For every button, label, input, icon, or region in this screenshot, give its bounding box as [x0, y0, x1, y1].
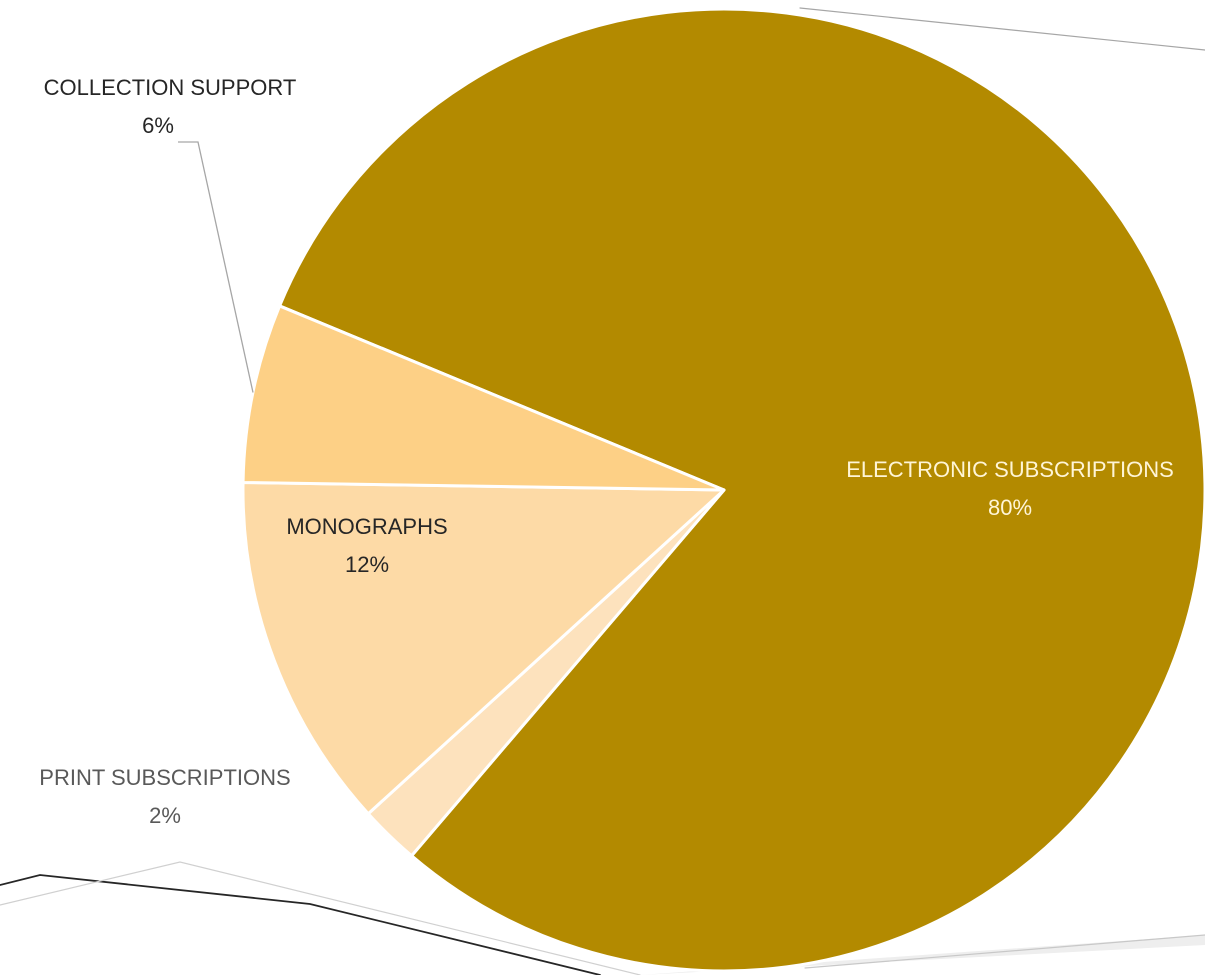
decorative-lines: [0, 7, 1205, 975]
deco-line-top-right: [799, 7, 1205, 51]
leader-line-collection-support: [178, 141, 254, 393]
slice-percent-electronic-subscriptions: 80%: [988, 495, 1032, 520]
pie-slice-monographs: [241, 480, 726, 816]
deco-line-bottom-right: [804, 934, 1205, 969]
pie-slice-electronic-subscriptions: [278, 7, 1205, 973]
slice-percent-print-subscriptions: 2%: [149, 803, 181, 828]
pie-slices: [241, 7, 1205, 973]
slice-percent-monographs: 12%: [345, 552, 389, 577]
slice-label-electronic-subscriptions: ELECTRONIC SUBSCRIPTIONS: [846, 457, 1174, 482]
slice-labels: ELECTRONIC SUBSCRIPTIONS 80% PRINT SUBSCRI…: [39, 75, 1174, 828]
slice-label-print-subscriptions: PRINT SUBSCRIPTIONS: [39, 765, 290, 790]
deco-line-bottom-left-dark: [0, 874, 601, 975]
slice-percent-collection-support: 6%: [142, 113, 174, 138]
leader-lines: [178, 141, 254, 393]
deco-line-bottom-left-light: [0, 861, 641, 975]
slice-label-monographs: MONOGRAPHS: [286, 514, 447, 539]
slice-label-collection-support: COLLECTION SUPPORT: [44, 75, 297, 100]
